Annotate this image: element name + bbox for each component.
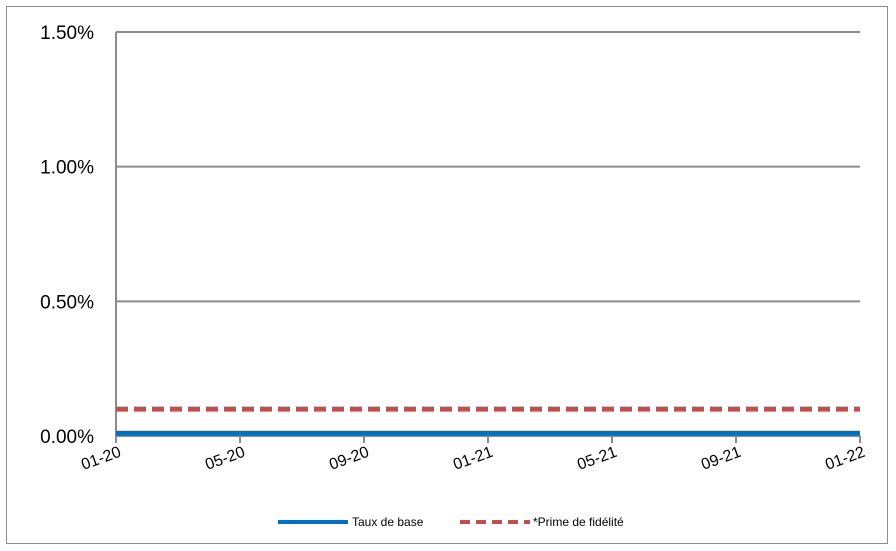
x-tick-marks	[115, 436, 861, 443]
chart-frame	[6, 6, 888, 544]
y-tick-label: 0.50%	[40, 292, 94, 313]
x-tick-label: 05-20	[203, 444, 247, 474]
x-tick-label: 01-20	[79, 444, 123, 474]
x-tick-label: 09-20	[327, 444, 371, 474]
y-tick-label: 1.00%	[40, 158, 94, 179]
x-tick-label: 09-21	[699, 444, 743, 474]
x-tick-label: 01-21	[451, 444, 495, 474]
y-tick-label: 0.00%	[40, 427, 94, 448]
x-tick-labels: 01-20 05-20 09-20 01-21 05-21 09-21 01-2…	[79, 444, 867, 474]
legend-label-taux-de-base: Taux de base	[352, 515, 424, 529]
x-tick-label: 01-22	[823, 444, 867, 474]
legend: Taux de base *Prime de fidélité	[278, 515, 624, 529]
y-tick-label: 1.50%	[40, 23, 94, 44]
legend-label-prime-de-fidelite: *Prime de fidélité	[533, 515, 624, 529]
x-tick-label: 05-21	[575, 444, 619, 474]
y-tick-labels: 0.00% 0.50% 1.00% 1.50%	[40, 23, 94, 448]
gridlines	[116, 31, 860, 303]
